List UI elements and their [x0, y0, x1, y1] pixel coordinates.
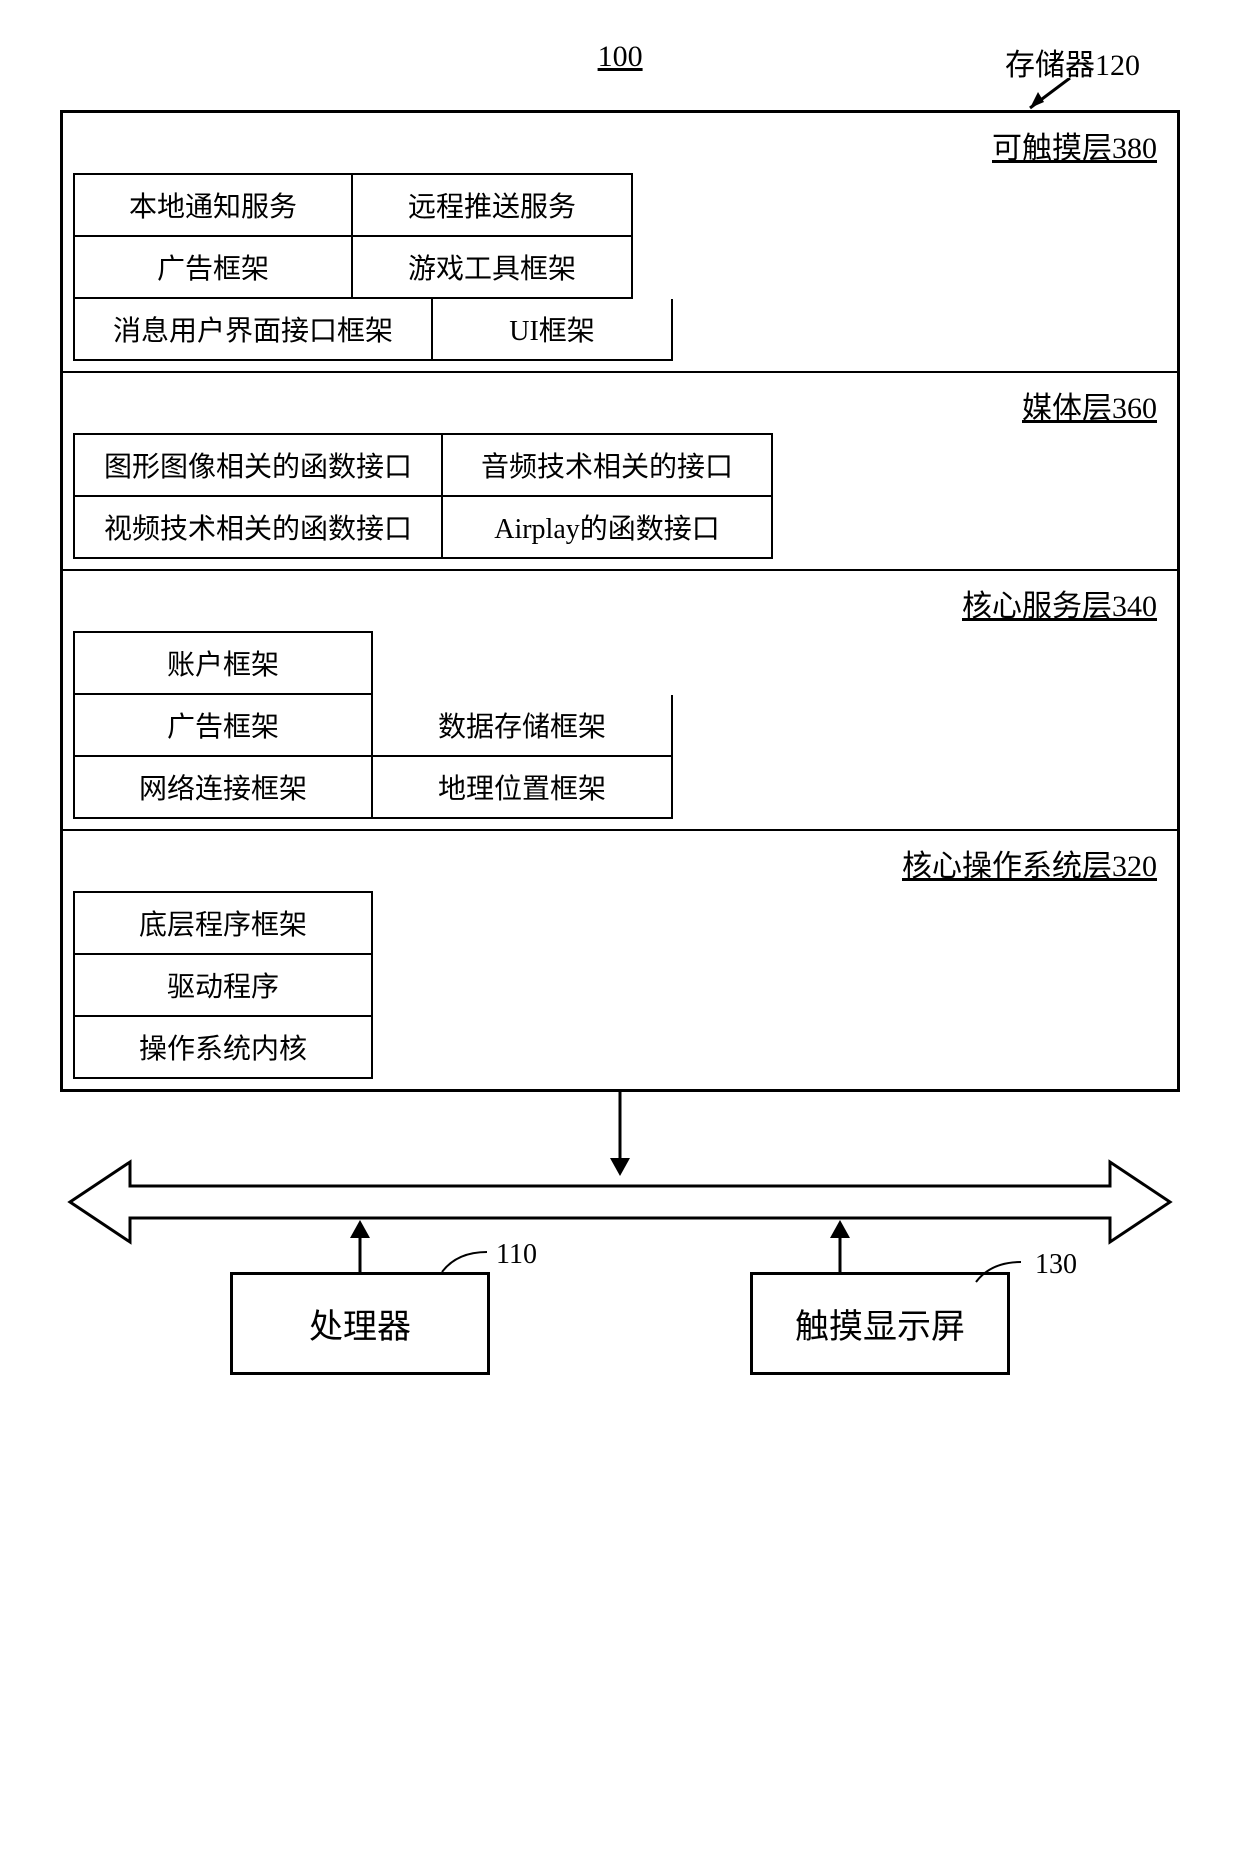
network-framework-box: 网络连接框架	[73, 757, 373, 819]
driver-box: 驱动程序	[73, 955, 373, 1017]
remote-push-box: 远程推送服务	[353, 173, 633, 237]
geolocation-box: 地理位置框架	[373, 757, 673, 819]
bus-arrow	[60, 1092, 1180, 1272]
local-notify-box: 本地通知服务	[73, 173, 353, 237]
memory-container: 可触摸层380 本地通知服务 远程推送服务 广告框架 游戏工具框架 消息用户界面…	[60, 110, 1180, 1092]
processor-box: 110 处理器	[230, 1272, 490, 1375]
graphics-api-box: 图形图像相关的函数接口	[73, 433, 443, 497]
memory-pointer-arrow	[1020, 78, 1080, 118]
touchscreen-number: 130	[1035, 1249, 1077, 1281]
kernel-box: 操作系统内核	[73, 1017, 373, 1079]
core-service-layer: 核心服务层340 账户框架 广告框架 数据存储框架 网络连接框架 地理位置框架	[63, 571, 1177, 831]
video-api-box: 视频技术相关的函数接口	[73, 497, 443, 559]
game-tools-box: 游戏工具框架	[353, 237, 633, 299]
audio-api-box: 音频技术相关的接口	[443, 433, 773, 497]
ui-framework-box: UI框架	[433, 299, 673, 361]
core-os-title: 核心操作系统层320	[73, 837, 1167, 891]
data-storage-box: 数据存储框架	[373, 695, 673, 757]
ad-framework-box-2: 广告框架	[73, 695, 373, 757]
media-layer: 媒体层360 图形图像相关的函数接口 音频技术相关的接口 视频技术相关的函数接口…	[63, 373, 1177, 571]
account-framework-box: 账户框架	[73, 631, 373, 695]
media-layer-title: 媒体层360	[73, 379, 1167, 433]
core-os-layer: 核心操作系统层320 底层程序框架 驱动程序 操作系统内核	[63, 831, 1177, 1089]
touch-layer: 可触摸层380 本地通知服务 远程推送服务 广告框架 游戏工具框架 消息用户界面…	[63, 113, 1177, 373]
touchscreen-box: 130 触摸显示屏	[750, 1272, 1010, 1375]
message-ui-box: 消息用户界面接口框架	[73, 299, 433, 361]
processor-number: 110	[496, 1239, 537, 1271]
touchscreen-label-connector	[971, 1257, 1031, 1287]
processor-label-connector	[437, 1247, 497, 1277]
airplay-api-box: Airplay的函数接口	[443, 497, 773, 559]
touchscreen-label: 触摸显示屏	[795, 1309, 965, 1346]
touch-layer-title: 可触摸层380	[73, 119, 1167, 173]
core-service-title: 核心服务层340	[73, 577, 1167, 631]
processor-label: 处理器	[309, 1309, 411, 1346]
ad-framework-box-1: 广告框架	[73, 237, 353, 299]
figure-number: 100	[598, 40, 643, 74]
lowlevel-framework-box: 底层程序框架	[73, 891, 373, 955]
